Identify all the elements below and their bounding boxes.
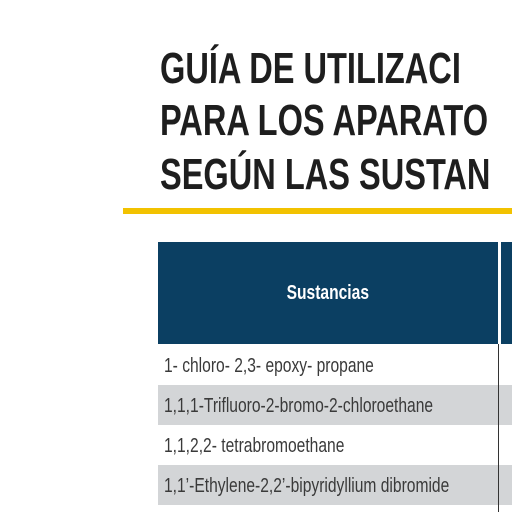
table-row: 1- chloro- 2,3- epoxy- propane	[158, 345, 512, 385]
table-header	[501, 242, 512, 344]
table-cell: 1,1,1-Trifluoro-2-bromo-2-chloroethane	[164, 395, 434, 417]
table-row: 1,1,1-Trifluoro-2-bromo-2-chloroethane	[158, 385, 512, 425]
table-cell: 1,1,2,2- tetrabromoethane	[164, 435, 345, 457]
title-line: PARA LOS APARATO	[160, 96, 489, 145]
table-cell: 1,1’-Ethylene-2,2’-bipyridyllium dibromi…	[164, 475, 450, 497]
title-line: SEGÚN LAS SUSTAN	[160, 150, 491, 199]
header-text: Sustancias	[286, 282, 370, 304]
table-row: 1,1,2,2- tetrabromoethane	[158, 425, 512, 465]
table-cell: 1- chloro- 2,3- epoxy- propane	[164, 355, 374, 377]
header-cell: Sustancias	[158, 242, 498, 344]
divider	[123, 208, 512, 214]
table-header: Sustancias	[158, 242, 498, 344]
column-border	[498, 344, 499, 512]
title-line: GUÍA DE UTILIZACI	[160, 44, 461, 93]
table-row: 1,1’-Ethylene-2,2’-bipyridyllium dibromi…	[158, 465, 512, 505]
